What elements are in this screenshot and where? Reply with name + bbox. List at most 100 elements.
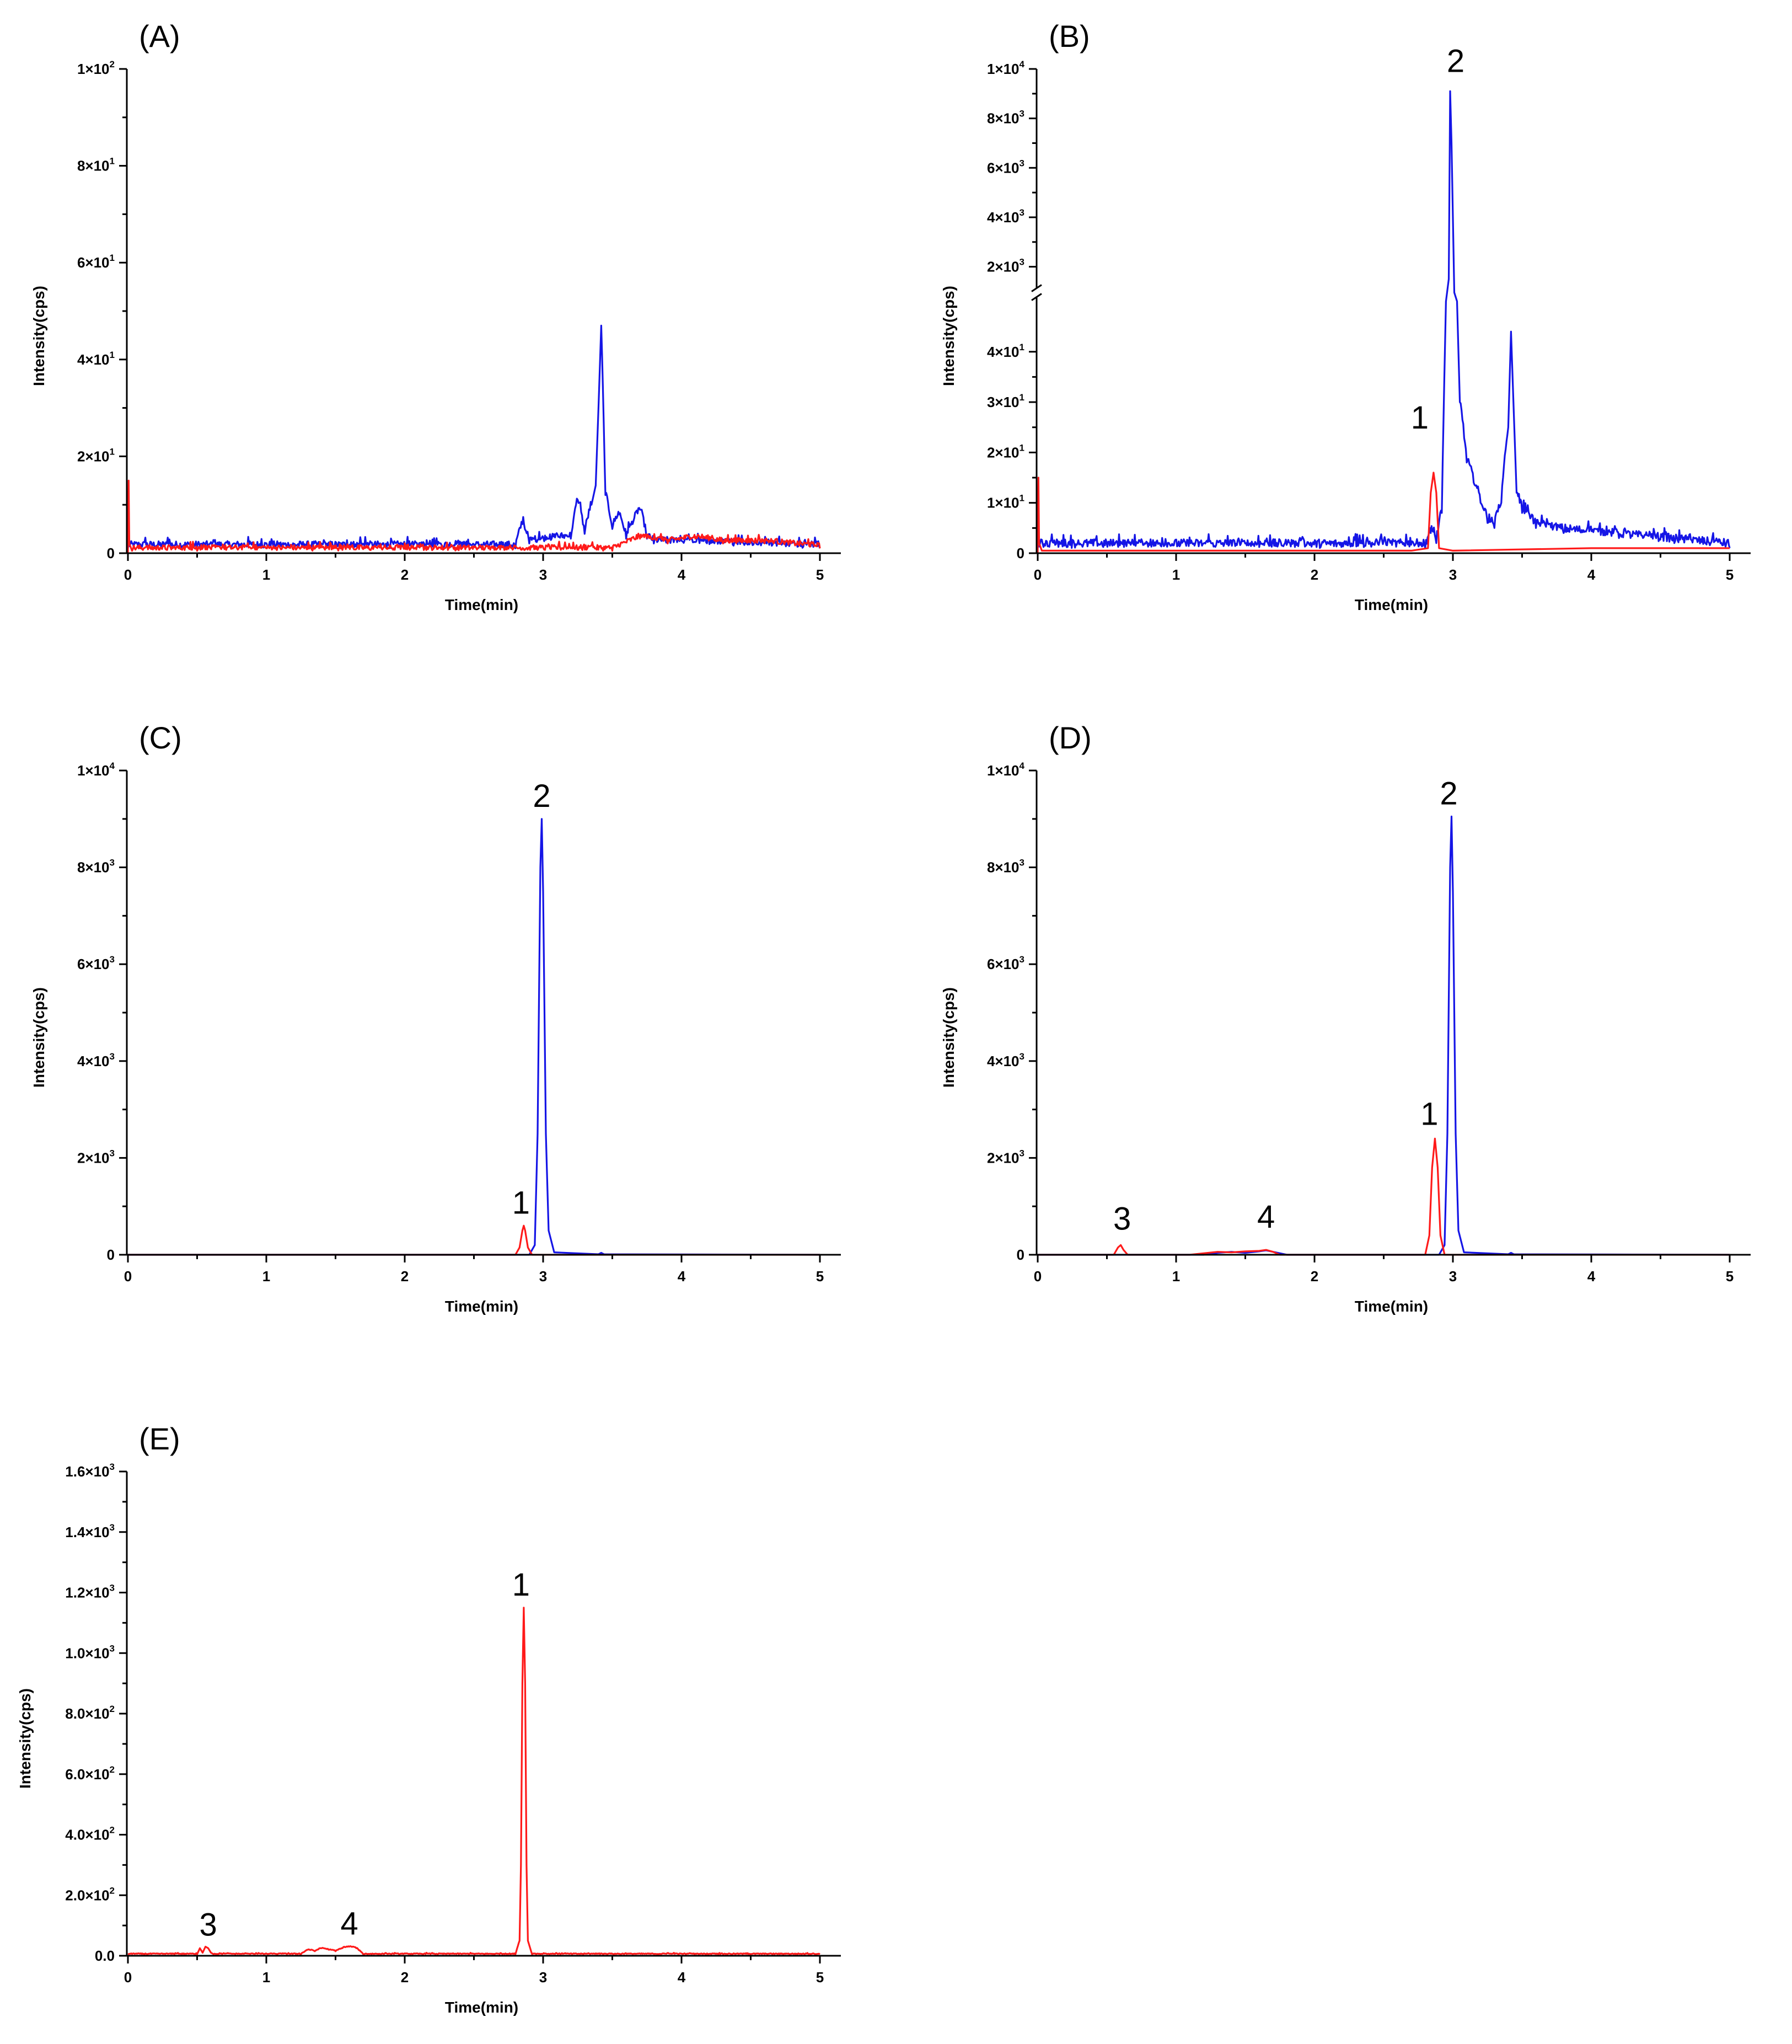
x-tick-label: 5 xyxy=(816,566,824,583)
series-line xyxy=(1037,90,1731,549)
x-tick-label: 0 xyxy=(124,1969,132,1986)
axis-break-mark xyxy=(1031,284,1042,292)
y-tick-label: 6.0×102 xyxy=(65,1764,115,1783)
axis-break-mark xyxy=(1031,293,1042,301)
peak-label: 4 xyxy=(1257,1199,1275,1235)
peak-label: 2 xyxy=(533,778,550,814)
y-tick-label: 6×103 xyxy=(987,158,1024,176)
x-tick-label: 5 xyxy=(1726,566,1734,583)
x-tick-label: 2 xyxy=(401,566,409,583)
x-tick-label: 4 xyxy=(678,1268,686,1285)
series-line xyxy=(1038,1137,1730,1256)
x-tick-label: 4 xyxy=(678,1969,686,1986)
y-tick-label: 1×104 xyxy=(77,761,115,779)
y-tick-label: 8×103 xyxy=(77,858,115,876)
panel-label: (D) xyxy=(1049,720,1092,755)
y-axis-title: Intensity(cps) xyxy=(30,987,47,1088)
x-tick-label: 5 xyxy=(1726,1268,1734,1285)
y-tick-label: 1×104 xyxy=(987,761,1025,779)
y-tick-label: 2×103 xyxy=(987,1148,1024,1166)
y-tick-label: 6×103 xyxy=(77,954,115,972)
x-axis-title: Time(min) xyxy=(1355,596,1428,613)
chart-panel: (D) 0 1 2 3 4 5 0 2×103 4×103 6×103 8×103 1×104 Time(… xyxy=(940,720,1751,1315)
peak-label: 4 xyxy=(340,1906,358,1942)
y-tick-label: 4×103 xyxy=(987,1051,1024,1069)
y-tick-label: 2×101 xyxy=(987,442,1024,461)
y-tick-label: 2.0×102 xyxy=(65,1885,115,1903)
y-tick-label: 0 xyxy=(1017,545,1024,561)
y-tick-label: 2×103 xyxy=(987,257,1024,275)
y-tick-label: 8.0×102 xyxy=(65,1704,115,1722)
y-tick-label: 4×103 xyxy=(987,207,1024,226)
chart-panel: (A) 0 1 2 3 4 5 0 2×101 4×101 6×101 8×101 1×102 Time(… xyxy=(30,19,841,613)
y-tick-label: 1×102 xyxy=(77,59,115,77)
x-tick-label: 5 xyxy=(816,1969,824,1986)
panel-label: (C) xyxy=(139,720,182,755)
series-line xyxy=(127,479,821,554)
x-axis-title: Time(min) xyxy=(445,596,518,613)
y-tick-label: 2×103 xyxy=(77,1148,115,1166)
x-tick-label: 2 xyxy=(1311,566,1318,583)
x-axis-title: Time(min) xyxy=(445,1999,518,2016)
y-tick-label: 4×101 xyxy=(77,350,115,368)
y-tick-label: 1×104 xyxy=(987,59,1025,77)
peak-label: 2 xyxy=(1440,775,1457,811)
series-line xyxy=(127,324,821,549)
peak-label: 1 xyxy=(1420,1096,1438,1132)
y-tick-label: 4.0×102 xyxy=(65,1825,115,1843)
panel-label: (A) xyxy=(139,19,180,53)
x-tick-label: 4 xyxy=(678,566,686,583)
y-tick-label: 1.0×103 xyxy=(65,1643,115,1661)
panel-label: (B) xyxy=(1049,19,1090,53)
x-axis-title: Time(min) xyxy=(445,1298,518,1315)
series-line xyxy=(127,1607,820,1955)
x-tick-label: 0 xyxy=(1034,1268,1042,1285)
panel-label: (E) xyxy=(139,1421,180,1456)
y-axis-title: Intensity(cps) xyxy=(940,987,957,1088)
y-axis-title: Intensity(cps) xyxy=(940,286,957,386)
peak-label: 1 xyxy=(1411,400,1429,436)
y-tick-label: 1×101 xyxy=(987,493,1024,511)
y-tick-label: 6×103 xyxy=(987,954,1024,972)
y-tick-label: 8×103 xyxy=(987,109,1024,127)
y-tick-label: 0 xyxy=(1017,1246,1024,1263)
y-tick-label: 1.4×103 xyxy=(65,1522,115,1540)
x-tick-label: 3 xyxy=(1449,1268,1457,1285)
peak-label: 3 xyxy=(199,1907,217,1943)
x-tick-label: 2 xyxy=(401,1969,409,1986)
peak-label: 3 xyxy=(1113,1201,1131,1237)
y-tick-label: 0 xyxy=(107,1246,115,1263)
series-line xyxy=(1037,472,1730,554)
y-tick-label: 6×101 xyxy=(77,253,115,271)
chart-panel: (E) 0 1 2 3 4 5 0.0 2.0×102 4.0×102 6.0×102 8.0×102… xyxy=(17,1421,841,2016)
x-tick-label: 3 xyxy=(539,566,547,583)
y-tick-label: 0 xyxy=(107,545,115,561)
series-line xyxy=(128,1224,820,1256)
y-tick-label: 1.6×103 xyxy=(65,1462,115,1480)
x-tick-label: 1 xyxy=(262,1268,270,1285)
chart-panel: (B) 0 1 2 3 4 5 0 1×101 2×101 3×101 4×101 2×103 4×103… xyxy=(940,19,1751,613)
y-axis-title: Intensity(cps) xyxy=(17,1688,34,1789)
x-tick-label: 2 xyxy=(401,1268,409,1285)
series-line xyxy=(128,818,820,1256)
x-tick-label: 3 xyxy=(539,1969,547,1986)
y-tick-label: 8×101 xyxy=(77,156,115,174)
x-tick-label: 3 xyxy=(1449,566,1457,583)
x-tick-label: 1 xyxy=(262,566,270,583)
y-tick-label: 1.2×103 xyxy=(65,1583,115,1601)
peak-label: 2 xyxy=(1447,43,1464,79)
x-tick-label: 2 xyxy=(1311,1268,1318,1285)
y-tick-label: 2×101 xyxy=(77,446,115,464)
x-tick-label: 4 xyxy=(1587,566,1596,583)
x-tick-label: 4 xyxy=(1587,1268,1596,1285)
y-tick-label: 3×101 xyxy=(987,392,1024,410)
x-tick-label: 0 xyxy=(124,566,132,583)
peak-label: 1 xyxy=(512,1567,530,1603)
y-tick-label: 8×103 xyxy=(987,858,1024,876)
x-tick-label: 0 xyxy=(124,1268,132,1285)
series-line xyxy=(1038,815,1730,1256)
x-tick-label: 5 xyxy=(816,1268,824,1285)
x-tick-label: 1 xyxy=(262,1969,270,1986)
y-axis-title: Intensity(cps) xyxy=(30,286,47,386)
